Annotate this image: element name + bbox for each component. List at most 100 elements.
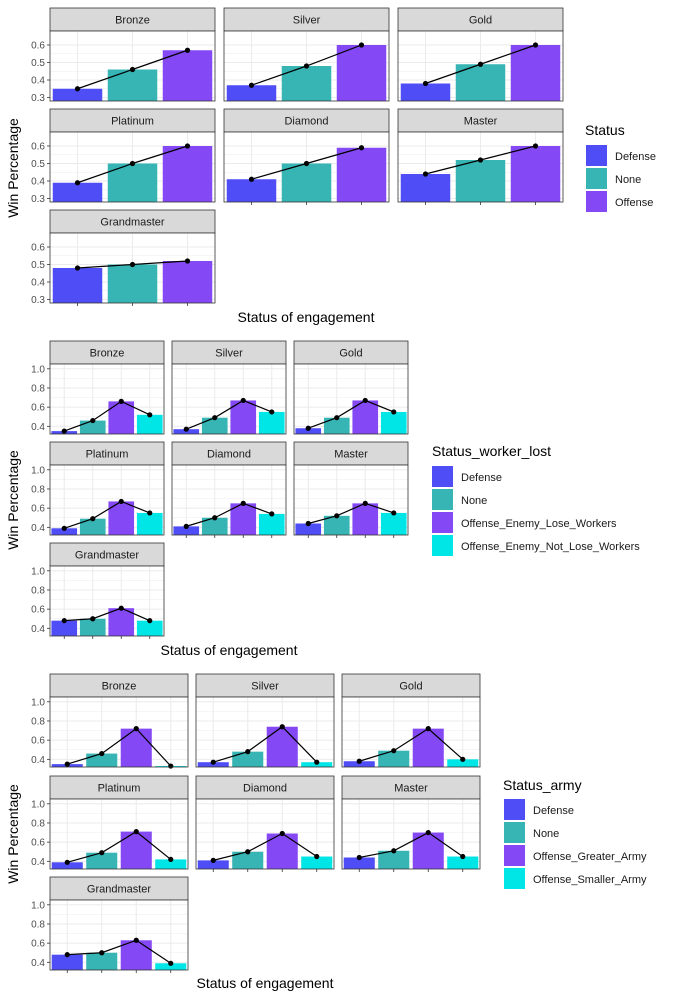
series-line <box>186 502 272 527</box>
panel-border <box>49 131 216 203</box>
legend: Status Defense None Offense <box>585 122 656 212</box>
bar-none <box>79 618 106 636</box>
bar-none <box>281 66 332 101</box>
bar-defense <box>173 526 200 535</box>
panel-border <box>397 30 564 102</box>
data-point <box>210 857 216 863</box>
bar-none <box>107 264 158 303</box>
data-point <box>314 759 320 765</box>
panel-border <box>223 30 390 102</box>
bar-defense <box>400 83 451 101</box>
bar-defense <box>51 620 78 636</box>
data-point <box>334 513 340 519</box>
facet-strip-label: Bronze <box>115 15 150 27</box>
facet-panel: Silver <box>223 7 390 102</box>
y-tick-label: 0.4 <box>31 422 45 433</box>
y-tick-label: 0.8 <box>31 818 45 829</box>
bar-none <box>79 420 106 434</box>
data-point <box>99 950 105 956</box>
y-tick-label: 1.0 <box>31 465 45 476</box>
facet-panel: Platinum 0.4 0.6 0.8 1.0 <box>31 775 189 870</box>
data-point <box>147 510 153 516</box>
facet-panel: Gold <box>293 340 409 435</box>
bar-none <box>107 69 158 101</box>
legend-key <box>504 868 525 889</box>
data-point <box>422 171 429 177</box>
bar-none <box>323 515 350 535</box>
data-point <box>314 853 320 860</box>
data-point <box>245 749 251 755</box>
data-point <box>61 525 67 531</box>
y-tick-label: 0.8 <box>31 716 45 727</box>
series-line <box>308 399 394 429</box>
y-tick-label: 0.5 <box>31 260 45 271</box>
facet-strip-label: Platinum <box>86 449 129 461</box>
bar-defense <box>51 528 78 535</box>
data-point <box>391 748 397 754</box>
bar-defense <box>52 88 103 101</box>
y-tick-label: 0.4 <box>31 278 45 289</box>
legend-label: Offense_Enemy_Not_Lose_Workers <box>461 541 640 553</box>
data-point <box>210 759 216 765</box>
data-point <box>240 500 246 506</box>
data-point <box>532 143 539 149</box>
y-tick-label: 0.6 <box>31 403 45 414</box>
data-point <box>240 397 246 404</box>
facet-panel: Bronze 0.4 0.6 0.8 1.0 <box>31 340 165 435</box>
legend-key <box>504 822 525 843</box>
data-point <box>64 859 70 865</box>
y-tick-label: 0.3 <box>31 194 45 205</box>
y-tick-label: 0.3 <box>31 295 45 306</box>
facet-panel: Bronze 0.4 0.6 0.8 1.0 <box>31 673 189 769</box>
y-tick-label: 0.4 <box>31 958 45 969</box>
legend-key <box>432 466 453 487</box>
facet-strip-label: Silver <box>215 348 243 360</box>
bar-offense-enemy-lose-workers <box>230 503 257 535</box>
bar-defense <box>343 857 375 869</box>
panel-border <box>195 798 335 870</box>
data-point <box>118 398 124 404</box>
series-line <box>213 832 318 861</box>
facet-strip-label: Diamond <box>243 783 287 795</box>
facet-strip-label: Grandmaster <box>100 217 165 229</box>
data-point <box>303 63 310 69</box>
data-point <box>184 258 191 264</box>
panel-border <box>341 696 481 768</box>
data-point <box>391 409 397 415</box>
facet-strip-label: Platinum <box>98 783 141 795</box>
series-line <box>186 399 272 430</box>
panel-background <box>50 799 188 869</box>
bar-offense-enemy-lose-workers <box>352 503 379 535</box>
y-tick-label: 0.6 <box>31 243 45 254</box>
bar-offense <box>162 146 213 202</box>
bar-offense <box>162 50 213 101</box>
bar-defense <box>295 428 322 434</box>
facet-strip-label: Diamond <box>284 116 328 128</box>
data-point <box>74 86 81 92</box>
facet-strip-label: Master <box>394 783 428 795</box>
data-point <box>64 952 70 958</box>
facet-strip-label: Bronze <box>102 681 137 693</box>
bar-offense-enemy-not-lose-workers <box>380 411 407 434</box>
data-point <box>184 47 191 53</box>
y-axis-title: Win Percentage <box>5 784 21 884</box>
bar-offense <box>336 45 387 101</box>
data-point <box>99 750 105 757</box>
y-tick-label: 0.6 <box>31 142 45 153</box>
data-point <box>248 176 255 182</box>
data-point <box>477 157 484 163</box>
panel-border <box>49 798 189 870</box>
data-point <box>362 500 368 506</box>
bar-none <box>323 417 350 434</box>
legend-label: Offense <box>615 197 653 209</box>
facet-strip-label: Platinum <box>111 116 154 128</box>
facet-panel: Diamond <box>171 441 287 538</box>
data-point <box>183 426 189 432</box>
legend-label: None <box>533 828 559 840</box>
y-tick-label: 0.8 <box>31 919 45 930</box>
data-point <box>74 180 81 186</box>
bar-none <box>201 417 228 434</box>
bar-none <box>201 517 228 535</box>
facet-panel: Gold <box>397 7 564 102</box>
